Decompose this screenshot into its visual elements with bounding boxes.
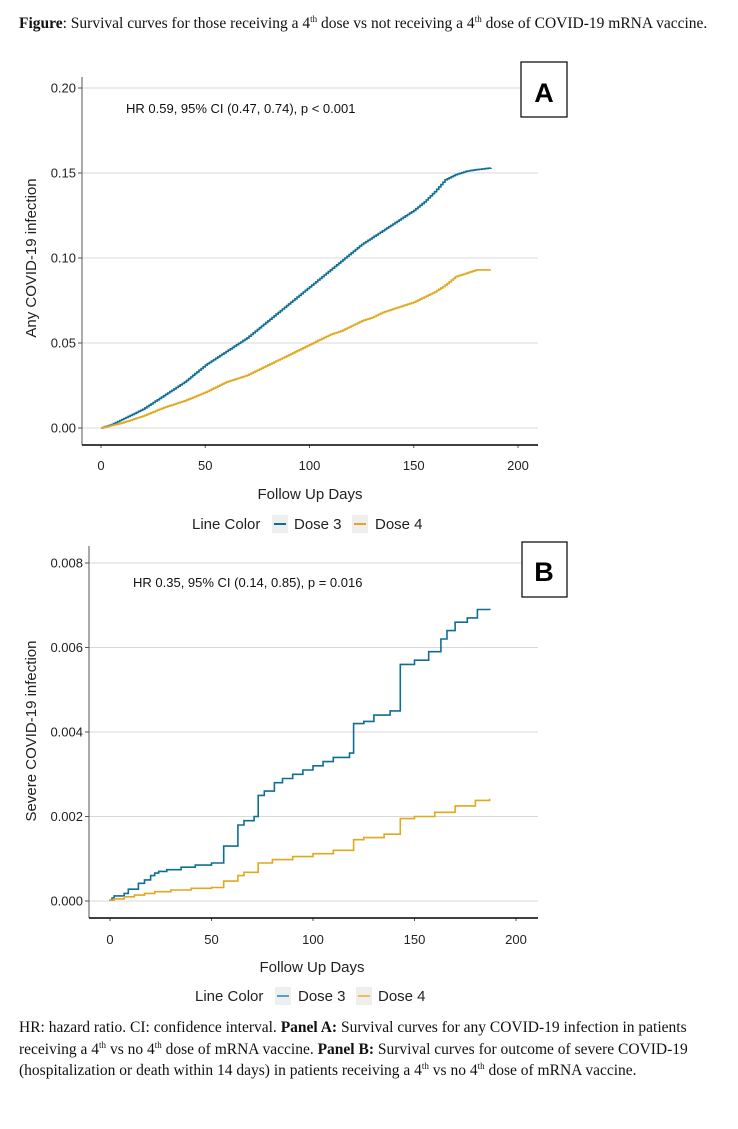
panel-b-x-tick-label: 150 [404, 932, 426, 947]
panel-b-x-axis-label: Follow Up Days [259, 959, 364, 976]
panel-b-x-tick-label: 200 [505, 932, 527, 947]
panel-a-label-box [520, 61, 568, 118]
panel-a-lines [101, 167, 492, 429]
panel-a-legend: Line Color Dose 3 Dose 4 [192, 515, 423, 533]
panel-a-label: A [534, 78, 554, 108]
panel-a-legend-label-dose3: Dose 3 [294, 516, 342, 533]
panel-a-caption-label: Panel A: [280, 1019, 338, 1036]
panel-a-hr-annotation: HR 0.59, 95% CI (0.47, 0.74), p < 0.001 [126, 101, 355, 116]
panel-b-label: B [534, 557, 554, 587]
panel-a-x-tick-label: 150 [403, 458, 425, 473]
panel-b-x-tick-label: 50 [204, 932, 218, 947]
panel-a-x-tick-label: 100 [299, 458, 321, 473]
panel-b-chart: 0.000 0.002 0.004 0.006 0.008 0 50 100 150 200 HR… [23, 541, 568, 1005]
panel-b-lines [109, 608, 491, 901]
panel-a-y-axis-label: Any COVID-19 infection [23, 178, 40, 337]
panel-a-chart: 0.00 0.05 0.10 0.15 0.20 0 50 100 150 200 HR 0.59… [23, 61, 568, 533]
panel-a-x-tick-label: 0 [97, 458, 104, 473]
panel-b-caption-label: Panel B: [317, 1040, 374, 1058]
panel-b-legend-title: Line Color [195, 988, 263, 1005]
panel-b-legend-label-dose3: Dose 3 [298, 988, 346, 1005]
panel-b-legend-label-dose4: Dose 4 [378, 988, 426, 1005]
panel-b-y-tick-label: 0.004 [50, 725, 83, 740]
panel-a-y-tick-label: 0.00 [51, 421, 76, 436]
panel-a-legend-title: Line Color [192, 516, 260, 533]
figure-caption-top: Figure: Survival curves for those receiv… [19, 14, 708, 33]
panel-a-y-tick-label: 0.20 [51, 81, 76, 96]
panel-a-series-dose-3 [101, 167, 492, 429]
panel-a-y-tick-label: 0.10 [51, 251, 76, 266]
panel-b-series-dose-3 [109, 608, 491, 901]
panel-b-label-box [521, 541, 568, 598]
panel-b-y-axis-label: Severe COVID-19 infection [23, 641, 40, 822]
panel-b-axes: 0.000 0.002 0.004 0.006 0.008 0 50 100 150 200 [50, 546, 538, 947]
panel-a-y-tick-label: 0.15 [51, 166, 76, 181]
panel-b-x-tick-label: 0 [106, 932, 113, 947]
panel-b-x-tick-label: 100 [302, 932, 324, 947]
panel-a-x-tick-label: 200 [507, 458, 529, 473]
panel-a-axes: 0.00 0.05 0.10 0.15 0.20 0 50 100 150 200 [51, 77, 538, 473]
panel-b-y-tick-label: 0.006 [50, 640, 83, 655]
panel-a-x-axis-label: Follow Up Days [257, 486, 362, 503]
panel-a-legend-label-dose4: Dose 4 [375, 516, 423, 533]
panel-b-grid [89, 562, 538, 902]
panel-b-series-dose-4 [109, 798, 491, 901]
panel-b-y-tick-label: 0.000 [50, 894, 83, 909]
panel-b-y-tick-label: 0.002 [50, 809, 83, 824]
panel-b-hr-annotation: HR 0.35, 95% CI (0.14, 0.85), p = 0.016 [133, 575, 362, 590]
panel-a-x-tick-label: 50 [198, 458, 212, 473]
panel-b-legend: Line Color Dose 3 Dose 4 [195, 987, 426, 1005]
panel-a-grid [82, 87, 538, 429]
panel-b-y-tick-label: 0.008 [50, 556, 83, 571]
panel-a-series-dose-4 [101, 269, 491, 429]
figure-label: Figure [19, 15, 63, 32]
figure-caption-bottom: HR: hazard ratio. CI: confidence interva… [19, 1019, 688, 1079]
panel-a-y-tick-label: 0.05 [51, 336, 76, 351]
